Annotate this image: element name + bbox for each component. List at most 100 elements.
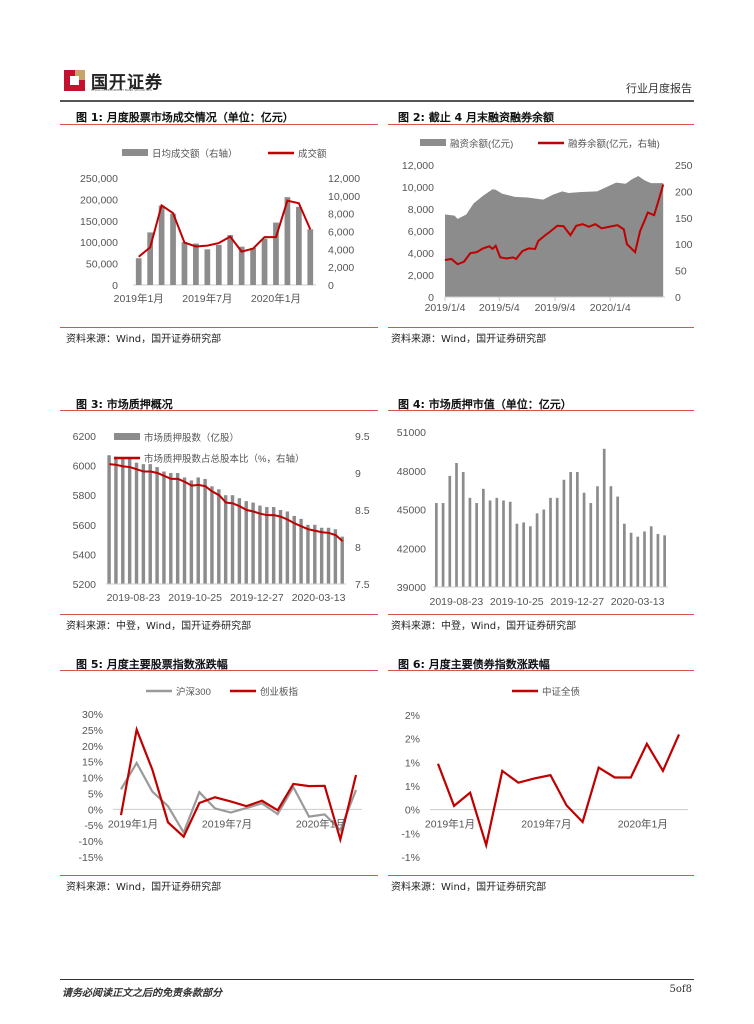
bar: [182, 477, 187, 584]
bar: [529, 526, 532, 587]
y-tick-label: -10%: [78, 836, 103, 848]
bar: [147, 232, 154, 285]
bar: [114, 456, 118, 584]
y-left-tick-label: 0: [428, 292, 434, 304]
y-left-tick-label: 0: [112, 280, 118, 292]
bar: [468, 497, 472, 587]
bar: [196, 477, 200, 584]
bar: [170, 213, 176, 285]
line-series: [444, 184, 665, 266]
y-tick-label: -15%: [78, 852, 103, 864]
rule: [60, 670, 378, 671]
bar: [313, 524, 317, 584]
bar: [656, 534, 660, 587]
rule: [60, 875, 378, 876]
x-tick-label: 2019-10-25: [490, 596, 544, 608]
legend-bar-swatch: [114, 433, 140, 440]
rule: [388, 327, 694, 328]
bar: [261, 238, 268, 285]
y-left-tick-label: 5200: [73, 579, 97, 591]
x-tick-label: 2019年7月: [202, 817, 252, 830]
y-left-tick-label: 2,000: [408, 270, 434, 282]
y-left-tick-label: 5800: [73, 490, 97, 502]
y-right-tick-label: 6,000: [328, 227, 354, 239]
figure-2-source: 资料来源：Wind，国开证券研究部: [391, 334, 547, 345]
y-tick-label: 42000: [397, 543, 426, 555]
legend-bar-swatch: [122, 149, 148, 156]
y-left-tick-label: 6200: [73, 431, 97, 443]
y-tick-label: -1%: [401, 852, 420, 864]
x-tick-label: 2020年1月: [618, 818, 668, 831]
bar: [461, 472, 465, 587]
bar: [258, 505, 262, 584]
y-tick-label: 1%: [405, 781, 420, 793]
page-number: 5of8: [669, 984, 692, 995]
figure-1-title: 图 1: 月度股票市场成交情况（单位：亿元）: [76, 111, 294, 124]
figure-4-source: 资料来源：中登，Wind，国开证券研究部: [391, 621, 577, 632]
bar: [495, 497, 499, 587]
bar: [306, 524, 310, 584]
y-tick-label: 39000: [397, 582, 426, 594]
bar: [649, 526, 653, 587]
legend-label: 融资余额(亿元): [450, 138, 513, 150]
bar: [319, 527, 324, 584]
x-tick-label: 2020年1月: [251, 292, 301, 305]
bar: [135, 258, 142, 285]
y-tick-label: 20%: [82, 741, 103, 753]
x-tick-label: 2020年1月: [296, 817, 346, 830]
y-tick-label: -5%: [84, 820, 103, 832]
y-left-tick-label: 8,000: [408, 204, 434, 216]
bar: [602, 448, 606, 587]
legend-label: 创业板指: [260, 686, 299, 698]
y-right-tick-label: 4,000: [328, 244, 354, 256]
x-tick-label: 2019/9/4: [535, 302, 576, 314]
y-right-tick-label: 150: [675, 213, 693, 225]
y-tick-label: 10%: [82, 773, 103, 785]
bar: [609, 486, 613, 587]
line-series: [436, 733, 681, 850]
y-right-tick-label: 50: [675, 266, 687, 278]
y-right-tick-label: 7.5: [355, 579, 370, 591]
x-tick-label: 2019-12-27: [230, 592, 284, 604]
bar: [623, 523, 626, 587]
bar: [582, 492, 586, 587]
bar: [542, 509, 546, 587]
y-right-tick-label: 9: [355, 468, 361, 480]
footer-divider: [60, 979, 694, 980]
x-tick-label: 2019-08-23: [107, 592, 161, 604]
logo-text: 国开证券: [91, 73, 163, 93]
figure-4-title: 图 4: 市场质押市值（单位：亿元）: [398, 398, 572, 411]
y-tick-label: 0%: [88, 804, 103, 816]
bar: [189, 480, 194, 584]
bar: [549, 497, 552, 587]
x-tick-label: 2019-10-25: [168, 592, 222, 604]
bar: [217, 489, 221, 584]
y-right-tick-label: 100: [675, 239, 693, 251]
bar: [121, 458, 125, 584]
y-right-tick-label: 2,000: [328, 262, 354, 274]
bar: [223, 495, 228, 584]
bar: [448, 475, 452, 587]
bar: [162, 471, 166, 584]
legend-label: 沪深300: [176, 686, 211, 698]
x-tick-label: 2019年7月: [182, 292, 232, 305]
bar: [535, 513, 539, 587]
bar: [576, 472, 579, 587]
company-logo-icon: [64, 70, 85, 91]
y-right-tick-label: 0: [328, 280, 334, 292]
y-right-tick-label: 250: [675, 160, 693, 172]
y-left-tick-label: 12,000: [402, 160, 434, 172]
rule: [60, 410, 378, 411]
bar: [134, 462, 139, 584]
y-tick-label: 48000: [397, 466, 426, 478]
y-left-tick-label: 5400: [73, 549, 97, 561]
bar: [299, 518, 303, 584]
y-tick-label: 30%: [82, 709, 103, 721]
y-tick-label: 2%: [405, 710, 420, 722]
figure-3-title: 图 3: 市场质押概况: [76, 398, 173, 411]
bar: [562, 479, 566, 587]
bar: [204, 249, 211, 285]
bar: [482, 488, 485, 587]
bar: [237, 498, 242, 584]
